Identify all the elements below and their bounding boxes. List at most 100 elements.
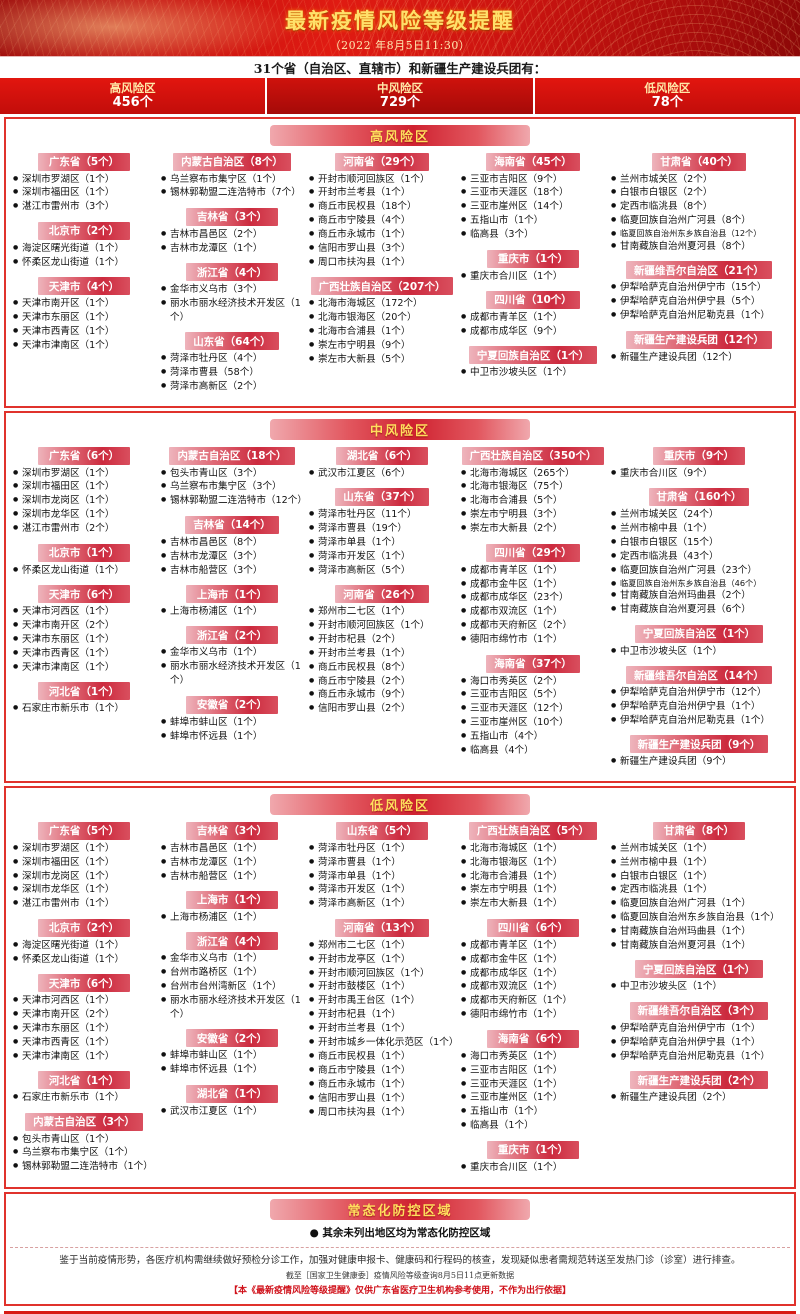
province-head-wrap: 宁夏回族自治区（1个） [461,344,605,367]
list-item: 深圳市福田区（1个） [13,186,155,200]
district-list: 吉林市昌邑区（1个）吉林市龙潭区（1个）吉林市船营区（1个） [161,842,303,884]
section-banner-normal: 常态化防控区域 [270,1198,530,1220]
list-item: 北海市海城区（1个） [461,842,605,856]
list-item: 五指山市（1个） [461,1105,605,1119]
list-item: 天津市东丽区（1个） [13,633,155,647]
province-block: 浙江省（2个）金华市义乌市（1个）丽水市丽水经济技术开发区（1个） [161,624,303,688]
list-item: 定西市临洮县（43个） [611,550,787,564]
province-head-wrap: 海南省（37个） [461,652,605,675]
province-block: 天津市（6个）天津市河西区（1个）天津市南开区（2个）天津市东丽区（1个）天津市… [13,972,155,1064]
district-list: 成都市青羊区（1个）成都市金牛区（1个）成都市成华区（23个）成都市双流区（1个… [461,564,605,647]
province-head-wrap: 新疆维吾尔自治区（3个） [611,999,787,1022]
list-item: 三亚市崖州区（10个） [461,716,605,730]
list-item: 海淀区曙光街道（1个） [13,242,155,256]
list-item: 兰州市榆中县（1个） [611,522,787,536]
column-4: 广西壮族自治区（350个） 北海市海城区（265个）北海市银海区（75个）北海市合… [458,444,608,763]
district-list: 天津市河西区（1个）天津市南开区（2个）天津市东丽区（1个）天津市西青区（1个）… [13,605,155,675]
list-item: 台州市台州湾新区（1个） [161,980,303,994]
list-item: 临高县（1个） [461,1119,605,1133]
list-item: 石家庄市新乐市（1个） [13,1091,155,1105]
province-block: 内蒙古自治区（18个） 包头市青山区（3个）乌兰察布市集宁区（3个）锡林郭勒盟二连… [161,444,307,508]
list-item: 北海市银海区（20个） [309,311,455,325]
list-item: 商丘市永城市（9个） [309,688,455,702]
district-list: 海口市秀英区（1个）三亚市吉阳区（1个）三亚市天涯区（1个）三亚市崖州区（1个）… [461,1050,605,1133]
province-block: 山东省（37个）菏泽市牡丹区（11个）菏泽市曹县（19个）菏泽市单县（1个）菏泽… [309,485,455,577]
column-2: 内蒙古自治区（8个） 乌兰察布市集宁区（1个）锡林郭勒盟二连浩特市（7个） 吉林省（… [158,150,306,399]
list-item: 金华市义乌市（3个） [161,283,303,297]
province-name-badge: 吉林省（3个） [186,821,278,840]
list-item: 开封市杞县（2个） [309,633,455,647]
province-name-badge: 四川省（6个） [487,918,579,937]
province-head-wrap: 新疆维吾尔自治区（14个） [611,664,787,687]
footer-note-primary: 鉴于当前疫情形势，各医疗机构需继续做好预检分诊工作，加强对健康申报卡、健康码和行… [59,1254,741,1266]
province-name-badge: 天津市（4个） [38,277,130,296]
province-head-wrap: 四川省（29个） [461,541,605,564]
province-name-badge: 广东省（5个） [38,821,130,840]
list-item: 商丘市民权县（1个） [309,1050,455,1064]
list-item: 上海市杨浦区（1个） [161,911,303,925]
district-list: 石家庄市新乐市（1个） [13,1091,155,1105]
list-item: 菏泽市牡丹区（11个） [309,508,455,522]
list-item: 深圳市福田区（1个） [13,856,155,870]
list-item: 开封市鼓楼区（1个） [309,980,455,994]
district-list: 中卫市沙坡头区（1个） [611,645,787,659]
normal-control-section: 常态化防控区域 ● 其余未列出地区均为常态化防控区域 鉴于当前疫情形势，各医疗机… [4,1191,796,1306]
list-item: 湛江市雷州市（2个） [13,522,155,536]
list-item: 武汉市江夏区（6个） [309,467,455,481]
province-head-wrap: 新疆生产建设兵团（2个） [611,1069,787,1092]
province-name-badge: 宁夏回族自治区（1个） [468,346,598,365]
list-item: 伊犁哈萨克自治州伊宁县（5个） [611,295,787,309]
summary-label: 中风险区 [376,80,423,95]
list-item: 天津市津南区（1个） [13,339,155,353]
province-head-wrap: 北京市（1个） [13,541,155,564]
province-block: 吉林省（3个） 吉林市昌邑区（1个）吉林市龙潭区（1个）吉林市船营区（1个） [161,819,303,883]
province-name-badge: 广西壮族自治区（350个） [461,446,605,465]
province-name-badge: 甘肃省（40个） [652,152,746,171]
province-head-wrap: 浙江省（4个） [161,930,303,953]
list-item: 北海市合浦县（1个） [461,870,605,884]
province-name-badge: 安徽省（2个） [186,1029,278,1048]
list-item: 吉林市昌邑区（8个） [161,536,303,550]
list-item: 重庆市合川区（9个） [611,467,787,481]
summary-cell-1: 中风险区 729个 [265,78,533,114]
list-item: 武汉市江夏区（1个） [161,1105,303,1119]
column-2: 吉林省（3个） 吉林市昌邑区（1个）吉林市龙潭区（1个）吉林市船营区（1个） 上海市… [158,819,306,1123]
list-item: 海淀区曙光街道（1个） [13,939,155,953]
column-1: 广东省（5个）深圳市罗湖区（1个）深圳市福田区（1个）湛江市雷州市（3个）北京市… [10,150,158,358]
list-item: 定西市临洮县（1个） [611,883,787,897]
list-item: 临夏回族自治州广河县（23个） [611,564,787,578]
province-block: 河南省（26个） 郑州市二七区（1个）开封市顺河回族区（1个）开封市杞县（2个）开… [309,583,455,717]
normal-control-note: ● 其余未列出地区均为常态化防控区域 [309,1226,491,1239]
district-list: 中卫市沙坡头区（1个） [461,366,605,380]
province-block: 安徽省（2个） 蚌埠市蚌山区（1个）蚌埠市怀远县（1个） [161,693,303,743]
province-block: 重庆市（9个） 重庆市合川区（9个） [611,444,787,480]
list-item: 深圳市罗湖区（1个） [13,842,155,856]
province-block: 河南省（13个） 郑州市二七区（1个）开封市龙亭区（1个）开封市顺河回族区（1个）… [309,916,458,1119]
list-item: 北海市合浦县（1个） [309,325,455,339]
list-item: 开封市龙亭区（1个） [309,953,455,967]
list-item: 中卫市沙坡头区（1个） [461,366,605,380]
province-block: 广东省（5个） 深圳市罗湖区（1个）深圳市福田区（1个）深圳市龙岗区（1个）深圳市… [13,819,155,911]
list-item: 蚌埠市蚌山区（1个） [161,716,303,730]
district-list: 深圳市罗湖区（1个）深圳市福田区（1个）深圳市龙岗区（1个）深圳市龙华区（1个）… [13,467,155,537]
list-item: 成都市青羊区（1个） [461,311,605,325]
province-head-wrap: 北京市（2个） [13,916,155,939]
list-item: 商丘市宁陵县（1个） [309,1064,455,1078]
province-block: 新疆生产建设兵团（12个） 新疆生产建设兵团（12个） [611,328,787,364]
province-head-wrap: 上海市（1个） [161,888,303,911]
list-item: 开封市兰考县（1个） [309,647,455,661]
list-item: 三亚市天涯区（12个） [461,702,605,716]
province-block: 上海市（1个） 上海市杨浦区（1个） [161,888,303,924]
province-name-badge: 新疆维吾尔自治区（21个） [625,261,773,280]
list-item: 吉林市昌邑区（1个） [161,842,303,856]
district-list: 金华市义乌市（1个）丽水市丽水经济技术开发区（1个） [161,646,303,688]
district-list: 兰州市城关区（2个）白银市白银区（2个）定西市临洮县（8个）临夏回族自治州广河县… [611,173,787,254]
list-item: 开封市城乡一体化示范区（1个） [309,1036,458,1050]
list-item: 信阳市罗山县（2个） [309,702,455,716]
province-block: 广东省（6个） 深圳市罗湖区（1个）深圳市福田区（1个）深圳市龙岗区（1个）深圳市… [13,444,155,536]
update-timestamp: （2022 年8月5日11:30） [329,39,471,52]
list-item: 商丘市民权县（8个） [309,661,455,675]
province-block: 广西壮族自治区（5个） 北海市海城区（1个）北海市银海区（1个）北海市合浦县（1个… [461,819,605,911]
province-name-badge: 宁夏回族自治区（1个） [634,624,764,643]
list-item: 成都市双流区（1个） [461,605,605,619]
